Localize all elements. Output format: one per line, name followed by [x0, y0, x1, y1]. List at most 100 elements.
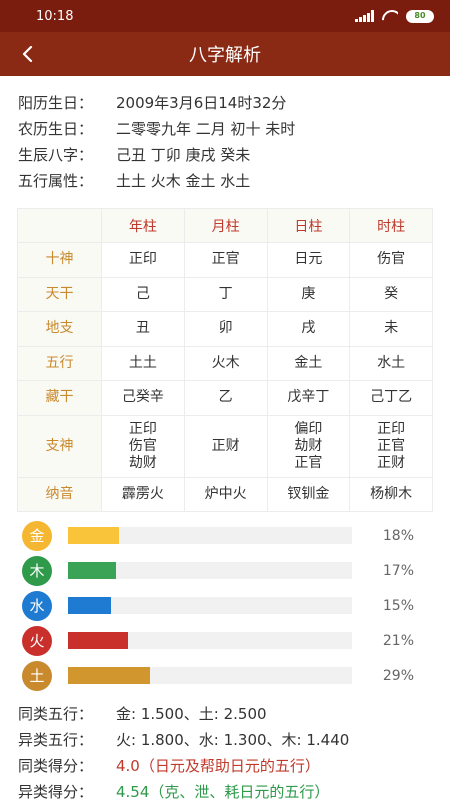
info-value: 二零零九年 二月 初十 未时 — [116, 120, 296, 138]
wuxing-percent: 17% — [382, 562, 414, 579]
wuxing-percent: 18% — [382, 527, 414, 544]
wifi-icon — [382, 10, 398, 22]
table-cell: 正财 — [183, 414, 268, 478]
cell-stack: 偏印 劫财 正官 — [268, 421, 350, 472]
info-value: 2009年3月6日14时32分 — [116, 94, 287, 112]
row-header: 十神 — [17, 242, 102, 278]
table-corner — [17, 208, 102, 243]
table-cell: 己丁乙 — [349, 380, 433, 416]
wuxing-row: 水 15% — [0, 588, 450, 623]
wuxing-row: 土 29% — [0, 658, 450, 693]
table-cell: 己癸辛 — [101, 380, 185, 416]
summary-value: 4.54（克、泄、耗日元的五行） — [116, 783, 330, 800]
table-cell: 水土 — [349, 345, 433, 381]
row-header: 纳音 — [17, 476, 102, 512]
cell-line: 劫财 — [128, 454, 157, 471]
table-row: 地支丑卯戌未 — [17, 311, 433, 347]
info-row-solar: 阳历生日： 2009年3月6日14时32分 — [18, 90, 432, 116]
summary-row: 同类得分： 4.0（日元及帮助日元的五行） — [18, 753, 432, 779]
summary-row: 同类五行： 金: 1.500、土: 2.500 — [18, 701, 432, 727]
signal-icon — [355, 10, 374, 22]
table-cell: 霹雳火 — [101, 476, 185, 512]
table-cell: 火木 — [183, 345, 268, 381]
wuxing-percent: 29% — [382, 667, 414, 684]
summary-value: 金: 1.500、土: 2.500 — [116, 705, 267, 723]
table-cell: 己 — [101, 276, 185, 312]
wuxing-bar-track — [68, 597, 352, 614]
summary-value: 火: 1.800、水: 1.300、木: 1.440 — [116, 731, 350, 749]
table-row: 十神 正印 正官 日元 伤官 — [17, 242, 433, 278]
birth-info: 阳历生日： 2009年3月6日14时32分 农历生日： 二零零九年 二月 初十 … — [0, 76, 450, 200]
bazi-table: 年柱 月柱 日柱 时柱 十神 正印 正官 日元 伤官 天干己丁庚癸地支丑卯戌未五行 土土 火木… — [17, 208, 433, 512]
info-value: 己丑 丁卯 庚戌 癸未 — [116, 146, 251, 164]
column-header: 月柱 — [183, 208, 268, 243]
summary-row: 异类得分： 4.54（克、泄、耗日元的五行） — [18, 779, 432, 800]
info-label: 五行属性： — [18, 172, 94, 190]
column-header: 时柱 — [349, 208, 433, 243]
row-header: 五行 — [17, 345, 102, 381]
wuxing-bar-track — [68, 527, 352, 544]
table-cell: 乙 — [183, 380, 268, 416]
wuxing-element-badge: 水 — [22, 590, 52, 621]
wuxing-row: 木 17% — [0, 553, 450, 588]
wuxing-bar-track — [68, 632, 352, 649]
table-cell: 戊辛丁 — [266, 380, 351, 416]
table-cell: 癸 — [349, 276, 433, 312]
table-cell: 丑 — [101, 311, 185, 347]
table-row: 纳音 霹雳火 炉中火 钗钏金 杨柳木 — [17, 476, 433, 512]
wuxing-percent: 15% — [382, 597, 414, 614]
wuxing-element-badge: 土 — [22, 660, 52, 691]
table-row: 五行 土土 火木 金土 水土 — [17, 345, 433, 381]
info-row-bazi: 生辰八字： 己丑 丁卯 庚戌 癸未 — [18, 142, 432, 168]
wuxing-element-badge: 金 — [22, 520, 52, 551]
cell-line: 正印 — [377, 420, 406, 437]
wuxing-row: 火 21% — [0, 623, 450, 658]
wuxing-bar-fill — [68, 562, 117, 579]
cell-line: 劫财 — [294, 437, 323, 454]
table-cell: 日元 — [266, 242, 351, 278]
row-header: 藏干 — [17, 380, 102, 416]
app-bar: 八字解析 — [0, 32, 450, 76]
info-value: 土土 火木 金土 水土 — [116, 172, 251, 190]
status-icons: 80 — [355, 9, 434, 23]
table-cell: 正官 — [183, 242, 268, 278]
summary-label: 同类五行： — [18, 705, 94, 723]
battery-icon: 80 — [406, 9, 434, 23]
wuxing-bar-fill — [68, 632, 128, 649]
table-cell: 丁 — [183, 276, 268, 312]
summary-label: 异类得分： — [18, 783, 94, 800]
table-cell: 正印 — [101, 242, 185, 278]
table-cell: 伤官 — [349, 242, 433, 278]
wuxing-bar-fill — [68, 597, 111, 614]
page-title: 八字解析 — [189, 45, 261, 66]
table-cell: 戌 — [266, 311, 351, 347]
row-header: 天干 — [17, 276, 102, 312]
status-time: 10:18 — [36, 8, 74, 24]
summary-label: 同类得分： — [18, 757, 94, 775]
cell-line: 偏印 — [294, 420, 323, 437]
back-button[interactable] — [14, 40, 42, 68]
wuxing-element-badge: 木 — [22, 555, 52, 586]
wuxing-percent: 21% — [382, 632, 414, 649]
table-row: 支神 正印 伤官 劫财 正财 偏印 劫财 正官 正印 正官 正财 — [17, 414, 433, 478]
table-cell: 杨柳木 — [349, 476, 433, 512]
table-cell: 金土 — [266, 345, 351, 381]
table-row: 藏干 己癸辛乙戊辛丁 己丁乙 — [17, 380, 433, 416]
table-cell: 卯 — [183, 311, 268, 347]
cell-stack: 正印 伤官 劫财 — [102, 421, 184, 472]
wuxing-element-badge: 火 — [22, 625, 52, 656]
summary-value: 4.0（日元及帮助日元的五行） — [116, 757, 320, 775]
cell-line: 伤官 — [128, 437, 157, 454]
back-arrow-icon — [22, 46, 33, 62]
wuxing-row: 金 18% — [0, 518, 450, 553]
info-row-lunar: 农历生日： 二零零九年 二月 初十 未时 — [18, 116, 432, 142]
info-label: 阳历生日： — [18, 94, 94, 112]
wuxing-bar-track — [68, 562, 352, 579]
row-header: 地支 — [17, 311, 102, 347]
summary-row: 异类五行： 火: 1.800、水: 1.300、木: 1.440 — [18, 727, 432, 753]
wuxing-bar-track — [68, 667, 352, 684]
wuxing-bar-fill — [68, 527, 120, 544]
table-row: 天干己丁庚癸 — [17, 276, 433, 312]
info-label: 生辰八字： — [18, 146, 94, 164]
wuxing-chart: 金 18% 木 17% 水 15% 火 21% 土 29% — [0, 512, 450, 693]
